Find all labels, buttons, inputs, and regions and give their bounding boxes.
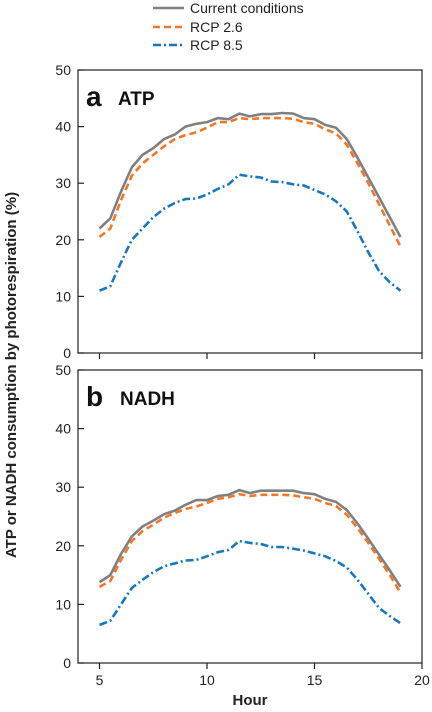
panel-atp-y-tick-label: 0 — [63, 345, 71, 361]
panel-atp-title: ATP — [118, 89, 155, 110]
panel-nadh-x-tick-label: 15 — [307, 672, 323, 688]
legend-entry-rcp-2-6: RCP 2.6 — [153, 19, 243, 35]
panel-nadh: 0 10 20 30 40 50 5 10 15 20 b NADH — [55, 362, 430, 688]
panel-nadh-y-tick-label: 40 — [55, 421, 71, 437]
legend-label-current-conditions: Current conditions — [190, 0, 304, 16]
panel-atp-y-tick-label: 50 — [55, 62, 71, 78]
panel-nadh-title: NADH — [120, 389, 175, 410]
panel-atp-y-tick-label: 40 — [55, 119, 71, 135]
panel-atp-y-tick-label: 30 — [55, 175, 71, 191]
panel-nadh-series-rcp-2-6 — [98, 492, 402, 594]
panel-nadh-series-rcp-8-5 — [99, 539, 402, 627]
panel-nadh-y-axis: 0 10 20 30 40 50 — [55, 362, 84, 671]
x-axis-title: Hour — [233, 692, 268, 709]
panel-nadh-y-tick-label: 0 — [63, 655, 71, 671]
panel-nadh-series-current-conditions — [98, 488, 402, 588]
panel-nadh-y-tick-label: 30 — [55, 479, 71, 495]
panel-atp-y-axis: 0 10 20 30 40 50 — [55, 62, 84, 361]
panel-nadh-series — [98, 488, 402, 627]
panel-nadh-y-tick-label: 10 — [55, 596, 71, 612]
panel-nadh-frame — [77, 369, 423, 664]
panel-nadh-x-tick-label: 20 — [414, 672, 430, 688]
panel-atp-letter: a — [86, 81, 102, 112]
legend-label-rcp-2-6: RCP 2.6 — [190, 19, 243, 35]
panel-nadh-y-tick-label: 50 — [55, 362, 71, 378]
panel-atp-y-tick-label: 10 — [55, 288, 71, 304]
panel-nadh-x-axis: 5 10 15 20 — [96, 663, 430, 688]
panel-atp-series-rcp-8-5 — [99, 173, 402, 292]
y-axis-title: ATP or NADH consumption by photorespirat… — [3, 192, 20, 558]
panel-atp-x-axis — [98, 353, 423, 359]
panel-atp-frame — [77, 69, 423, 354]
legend: Current conditions RCP 2.6 RCP 8.5 — [153, 0, 304, 53]
legend-entry-current-conditions: Current conditions — [153, 0, 304, 16]
legend-entry-rcp-8-5: RCP 8.5 — [153, 37, 243, 53]
panel-atp-series — [98, 111, 402, 292]
panel-nadh-y-tick-label: 20 — [55, 538, 71, 554]
panel-nadh-x-tick-label: 5 — [96, 672, 104, 688]
panel-atp-y-tick-label: 20 — [55, 232, 71, 248]
panel-nadh-letter: b — [86, 381, 103, 412]
legend-label-rcp-8-5: RCP 8.5 — [190, 37, 243, 53]
panel-nadh-x-tick-label: 10 — [199, 672, 215, 688]
panel-atp-series-current-conditions — [98, 111, 402, 238]
panel-atp: 0 10 20 30 40 50 a ATP — [55, 62, 423, 361]
